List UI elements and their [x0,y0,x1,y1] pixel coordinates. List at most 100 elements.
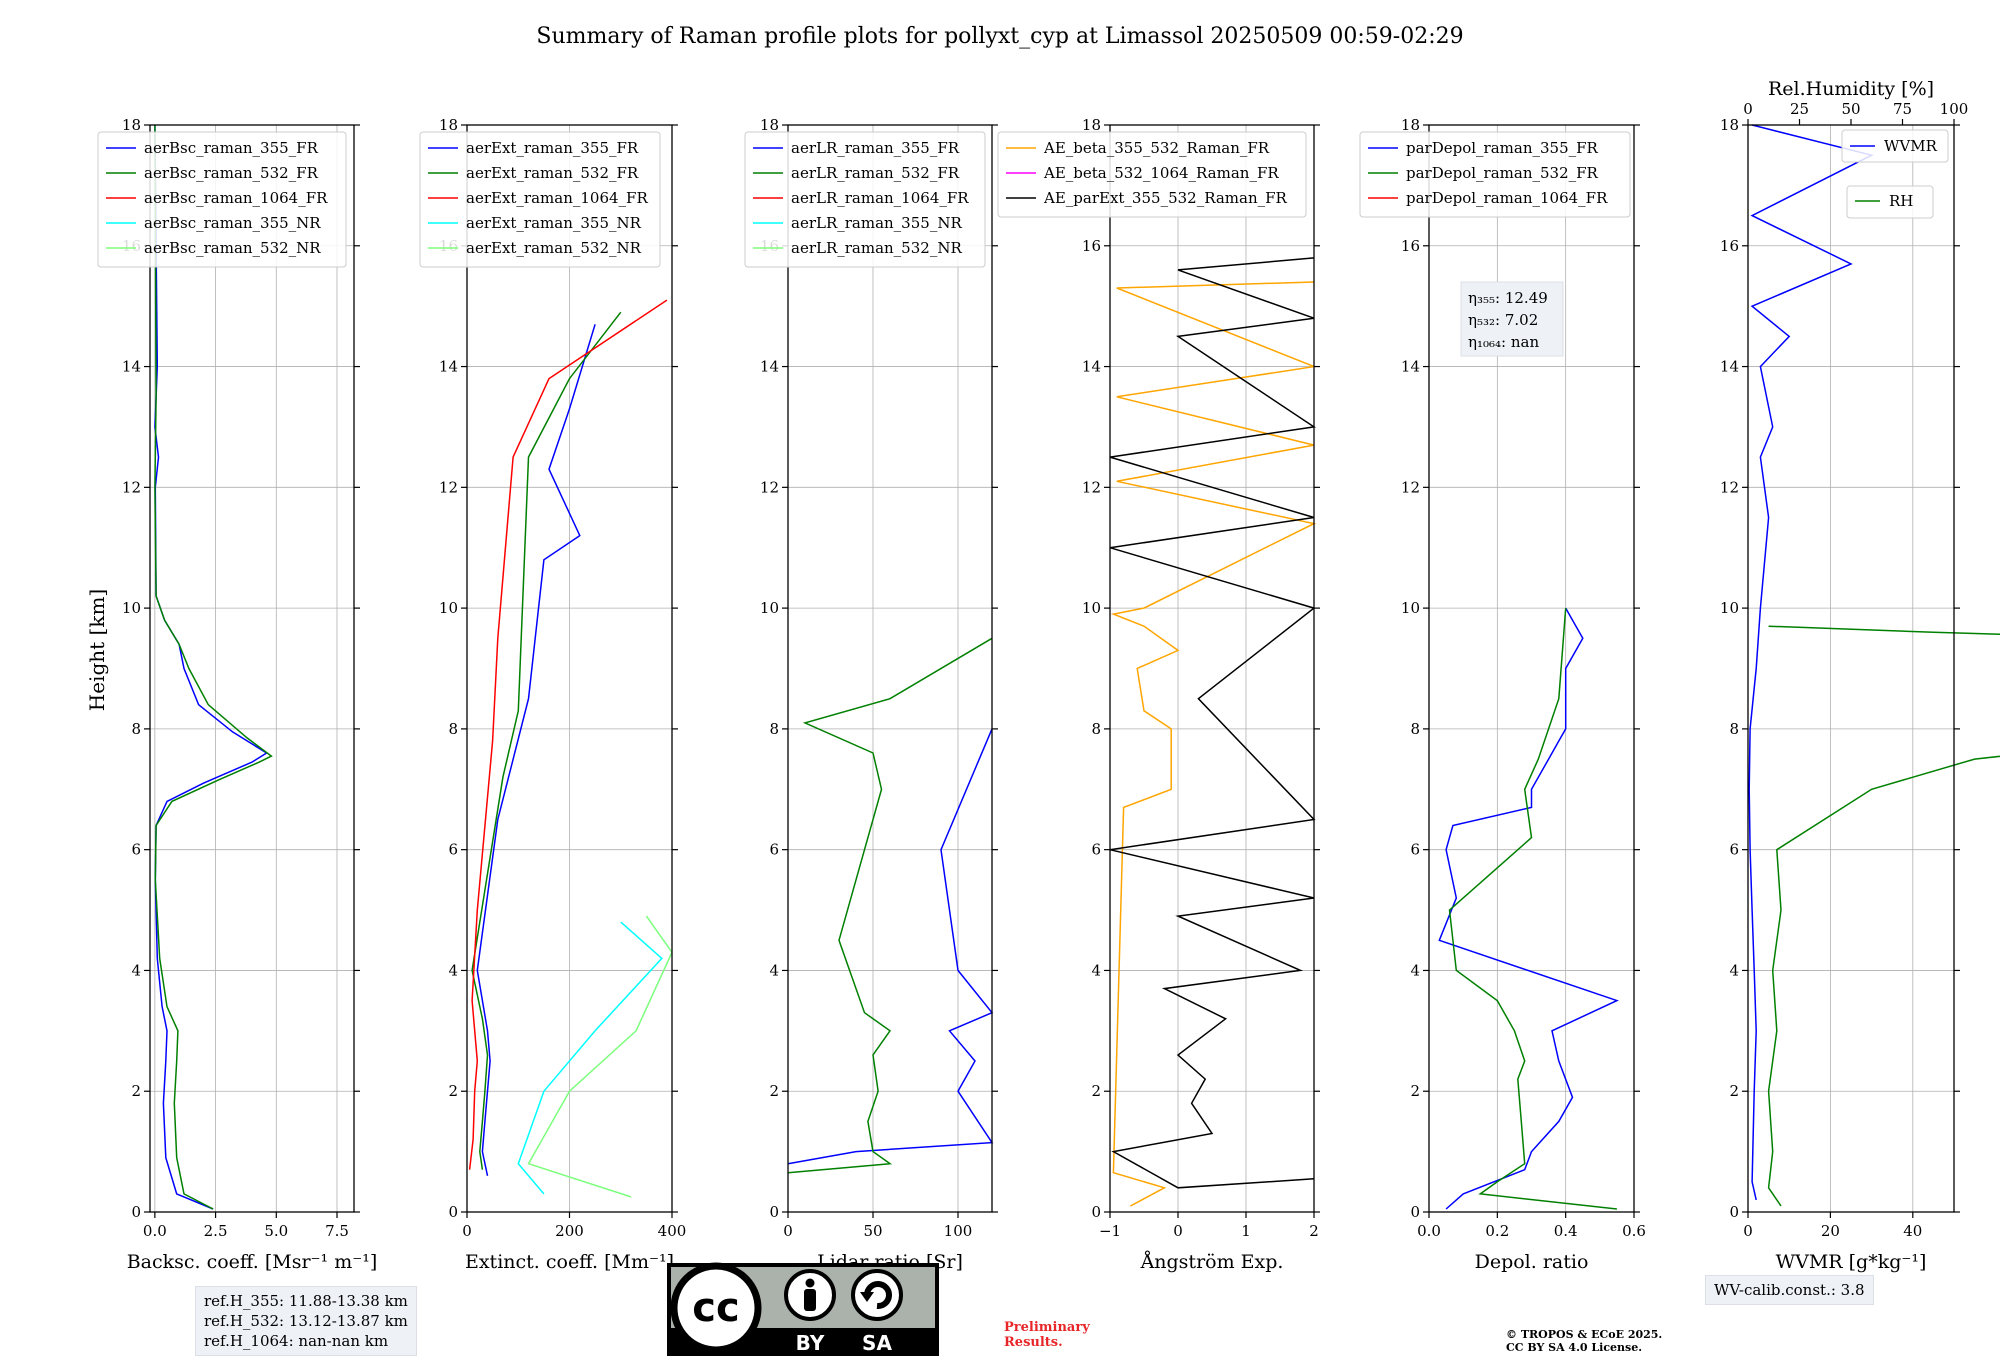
legend-box [1359,131,1631,218]
x-tick-label: −1 [1099,1222,1121,1240]
y-tick-label: 12 [1082,478,1101,496]
y-tick-label: 18 [439,116,458,134]
x-axis-label: WVMR [g*kg⁻¹] [1776,1251,1927,1273]
legend-box [997,131,1307,218]
y-tick-label: 8 [769,720,779,738]
x-tick-label: 2 [1309,1222,1319,1240]
top-x-tick-label: 75 [1893,100,1912,118]
legend-label-aerExt_raman_532_NR: aerExt_raman_532_NR [466,239,642,257]
x-tick-label: 0.0 [143,1222,167,1240]
top-x-tick-label: 0 [1743,100,1753,118]
y-axis-label: Height [km] [85,589,109,711]
y-tick-label: 14 [1720,358,1739,376]
series-line-AE_parExt_355_532_Raman_FR [1109,257,1317,1189]
series-line-aerExt_raman_355_NR [517,921,663,1195]
y-tick-label: 18 [1082,116,1101,134]
legend: parDepol_raman_355_FR parDepol_raman_532_… [1359,131,1631,218]
by-person-head [805,1278,815,1288]
y-tick-label: 12 [439,478,458,496]
legend: AE_beta_355_532_Raman_FR AE_beta_532_1064… [997,131,1307,218]
x-tick-label: 100 [944,1222,973,1240]
y-tick-label: 18 [1401,116,1420,134]
top-x-tick-label: 50 [1841,100,1860,118]
legend-label-aerBsc_raman_355_FR: aerBsc_raman_355_FR [144,139,319,157]
x-tick-label: 0 [1743,1222,1753,1240]
legend: WVMR RH [1841,129,1949,219]
legend-label-parDepol_raman_355_FR: parDepol_raman_355_FR [1406,139,1599,157]
y-tick-label: 8 [1091,720,1101,738]
y-tick-label: 6 [769,841,779,859]
legend-label-aerLR_raman_532_FR: aerLR_raman_532_FR [791,164,960,182]
x-axis-label: Extinct. coeff. [Mm⁻¹] [465,1251,674,1273]
series-line-WVMR [1748,124,1874,1201]
series-line-aerExt_raman_1064_FR [468,299,668,1170]
copyright-line-1: © TROPOS & ECoE 2025. [1506,1328,1663,1341]
x-axis-label: Backsc. coeff. [Msr⁻¹ m⁻¹] [127,1251,378,1273]
y-tick-label: 10 [1401,599,1420,617]
y-tick-label: 10 [1082,599,1101,617]
wv-calibration-constant: WV-calib.const.: 3.8 [1714,1281,1865,1299]
x-tick-label: 5.0 [264,1222,288,1240]
x-tick-label: 0 [1173,1222,1183,1240]
eta-annotation-box [1460,281,1564,357]
by-label: BY [796,1331,825,1355]
cc-circle-icon [670,1262,762,1354]
x-tick-label: 0.6 [1622,1222,1646,1240]
legend-label-AE_beta_355_532_Raman_FR: AE_beta_355_532_Raman_FR [1043,139,1270,157]
y-tick-label: 2 [131,1082,141,1100]
y-tick-label: 0 [769,1203,779,1221]
top-x-tick-label: 100 [1940,100,1969,118]
y-tick-label: 2 [1729,1082,1739,1100]
axes-frame [149,124,355,1213]
legend: aerExt_raman_355_FR aerExt_raman_532_FRae… [419,131,661,268]
preliminary-line-1: Preliminary [1004,1320,1090,1335]
series-line-aerBsc_raman_355_FR [154,124,269,1210]
y-tick-label: 6 [448,841,458,859]
eta-annotation-line: η₅₃₂: 7.02 [1468,311,1538,329]
legend-label-WVMR: WVMR [1884,137,1938,155]
sa-share-alike-icon [851,1269,903,1321]
y-tick-label: 4 [1091,961,1101,979]
y-tick-label: 18 [760,116,779,134]
axes-frame [787,124,993,1213]
top-x-tick-label: 25 [1790,100,1809,118]
y-tick-label: 2 [448,1082,458,1100]
ref-height-532: ref.H_532: 13.12-13.87 km [204,1312,408,1330]
y-tick-label: 10 [760,599,779,617]
panel-depolarization: 0 2 4 6 8 10 12 14 16 18 0.0 0.2 0.4 0.6 Depol. ratio p… [1359,116,1646,1273]
legend-label-aerLR_raman_1064_FR: aerLR_raman_1064_FR [791,189,969,207]
wv-calibration-box: WV-calib.const.: 3.8 [1705,1275,1874,1305]
y-tick-label: 4 [769,961,779,979]
legend-label-aerBsc_raman_1064_FR: aerBsc_raman_1064_FR [144,189,328,207]
legend: aerLR_raman_355_FR aerLR_raman_532_FR aerL… [744,131,986,268]
legend-box [1846,185,1934,219]
y-tick-label: 8 [1729,720,1739,738]
sa-arrow-arc [864,1281,892,1310]
preliminary-results-note: Preliminary Results. [1004,1320,1090,1350]
y-tick-label: 2 [1410,1082,1420,1100]
legend-box [1841,129,1949,163]
y-tick-label: 12 [1720,478,1739,496]
y-tick-label: 2 [1091,1082,1101,1100]
legend-label-aerLR_raman_355_FR: aerLR_raman_355_FR [791,139,960,157]
x-axis-label: Ångström Exp. [1140,1251,1284,1273]
y-tick-label: 14 [439,358,458,376]
y-tick-label: 16 [1401,237,1420,255]
x-tick-label: 20 [1821,1222,1840,1240]
series-line-AE_beta_355_532_Raman_FR [1110,281,1317,1207]
legend-label-parDepol_raman_532_FR: parDepol_raman_532_FR [1406,164,1599,182]
x-axis-label: Depol. ratio [1475,1251,1589,1273]
legend-label-AE_parExt_355_532_Raman_FR: AE_parExt_355_532_Raman_FR [1043,189,1288,207]
eta-annotation-line: η₁₀₆₄: nan [1468,333,1539,351]
legend-box [419,131,661,268]
legend-label-aerExt_raman_355_FR: aerExt_raman_355_FR [466,139,639,157]
panel-lidar-ratio: 024681012141618050100Lidar ratio [Sr]aer… [744,116,998,1273]
y-tick-label: 6 [1410,841,1420,859]
y-tick-label: 4 [131,961,141,979]
top-x-axis-label: Rel.Humidity [%] [1768,78,1934,100]
y-tick-label: 2 [769,1082,779,1100]
legend-label-aerBsc_raman_532_NR: aerBsc_raman_532_NR [144,239,321,257]
